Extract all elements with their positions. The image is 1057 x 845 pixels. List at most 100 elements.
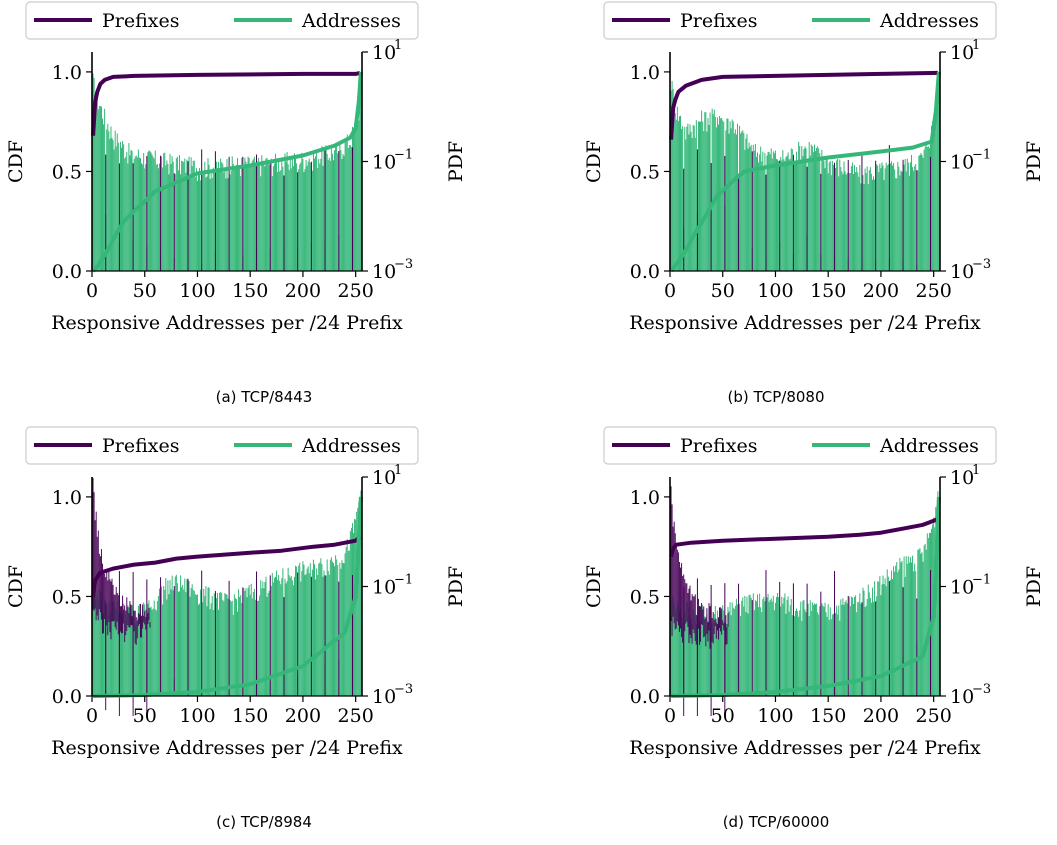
pdf-bar-addresses [869, 167, 871, 271]
pdf-bar-addresses [809, 155, 811, 271]
pdf-bar-addresses [330, 148, 332, 271]
pdf-bar-addresses [844, 601, 846, 696]
legend-frame [603, 1, 997, 40]
pdf-bar-addresses [766, 597, 768, 696]
pdf-bar-addresses [285, 161, 287, 271]
pdf-bar-addresses [169, 580, 171, 696]
pdf-bar-addresses [356, 511, 358, 696]
pdf-bar-addresses [223, 601, 225, 696]
pdf-bar-addresses [831, 614, 833, 696]
pdf-bar-addresses [743, 132, 745, 271]
pdf-bar-addresses [671, 80, 673, 271]
pdf-bar-addresses [126, 151, 128, 271]
pdf-bar-prefixes [100, 549, 102, 620]
x-tick-label: 100 [179, 705, 215, 727]
pdf-bar-addresses [122, 613, 124, 696]
pdf-bar-addresses [339, 562, 341, 696]
pdf-bar-addresses [808, 142, 810, 271]
pdf-bar-addresses [893, 163, 895, 271]
pdf-bar-addresses [340, 568, 342, 696]
pdf-bar-addresses [850, 596, 852, 696]
pdf-bar-addresses [749, 146, 751, 271]
pdf-bar-addresses [790, 599, 792, 696]
pdf-bar-addresses [116, 601, 118, 696]
pdf-bar-addresses [818, 614, 820, 696]
pdf-bar-addresses [730, 615, 732, 696]
pdf-bar-addresses [281, 578, 283, 696]
pdf-bar-addresses [687, 606, 689, 696]
x-tick-label: 150 [810, 705, 846, 727]
x-tick-label: 200 [285, 280, 321, 302]
pdf-bar-addresses [92, 73, 94, 272]
pdf-bar-addresses [311, 569, 313, 696]
pdf-bar-addresses [180, 575, 182, 696]
pdf-bar-addresses [226, 594, 228, 696]
pdf-bar-addresses [336, 142, 338, 271]
pdf-bar-prefixes [110, 581, 112, 640]
pdf-bar-addresses [253, 589, 255, 696]
pdf-bar-addresses [315, 156, 317, 271]
pdf-bar-addresses [226, 159, 228, 271]
pdf-bar-addresses [689, 614, 691, 696]
pdf-bar-addresses [918, 155, 920, 271]
pdf-bar-prefixes [99, 556, 101, 613]
pdf-bar-addresses [307, 566, 309, 696]
pdf-bar-addresses [885, 162, 887, 271]
pdf-bar-prefixes [675, 546, 677, 629]
pdf-bar-addresses [263, 588, 265, 696]
cdf-line-prefixes [91, 70, 361, 136]
pdf-bar-addresses [772, 595, 774, 696]
pdf-bar-addresses [685, 603, 687, 696]
pdf-bar-addresses [675, 119, 677, 272]
pdf-bar-addresses [354, 123, 356, 271]
pdf-bar-addresses [104, 599, 106, 696]
pdf-bar-addresses [899, 175, 901, 271]
pdf-bar-addresses [748, 594, 750, 696]
pdf-bar-addresses [116, 133, 118, 271]
pdf-bar-addresses [155, 164, 157, 271]
pdf-bar-addresses [325, 145, 327, 271]
pdf-bar-addresses [206, 176, 208, 271]
pdf-bar-prefixes [103, 570, 105, 634]
pdf-bar-addresses [747, 148, 749, 271]
pdf-bar-addresses [937, 106, 939, 272]
pdf-bar-addresses [235, 164, 237, 271]
pdf-bar-addresses [894, 169, 896, 271]
pdf-bar-addresses [230, 601, 232, 696]
pdf-bar-addresses [915, 164, 917, 271]
pdf-bar-addresses [332, 563, 334, 696]
pdf-bar-addresses [336, 559, 338, 696]
pdf-bar-addresses [678, 611, 680, 696]
legend-label-addresses: Addresses [879, 435, 979, 457]
pdf-bar-addresses [211, 595, 213, 696]
pdf-bar-addresses [744, 595, 746, 696]
pdf-bar-addresses [723, 121, 725, 271]
pdf-bar-addresses [149, 151, 151, 271]
pdf-bar-addresses [786, 600, 788, 696]
pdf-bar-addresses [746, 596, 748, 696]
pdf-bar-addresses [839, 620, 841, 696]
pdf-bar-addresses [885, 586, 887, 696]
pdf-bar-addresses [884, 578, 886, 696]
pdf-bar-addresses [815, 151, 817, 271]
pdf-bar-addresses [890, 570, 892, 696]
y-right-tick-exponent: −3 [972, 257, 991, 272]
pdf-bar-addresses [119, 611, 121, 696]
pdf-bar-addresses [224, 592, 226, 696]
pdf-bar-addresses [319, 163, 321, 271]
pdf-bar-addresses [151, 609, 153, 696]
pdf-bar-addresses [158, 163, 160, 271]
pdf-bar-addresses [189, 596, 191, 696]
pdf-bar-addresses [854, 165, 856, 271]
pdf-bar-prefixes [137, 613, 139, 626]
pdf-bar-addresses [767, 593, 769, 696]
pdf-bar-addresses [788, 611, 790, 696]
pdf-bar-addresses [857, 602, 859, 696]
x-tick-label: 0 [86, 280, 98, 302]
x-tick-label: 150 [232, 280, 268, 302]
pdf-bar-addresses [728, 133, 730, 271]
pdf-bar-addresses [156, 164, 158, 271]
pdf-bar-addresses [288, 575, 290, 696]
pdf-bar-addresses [819, 153, 821, 271]
pdf-bar-addresses [327, 570, 329, 696]
